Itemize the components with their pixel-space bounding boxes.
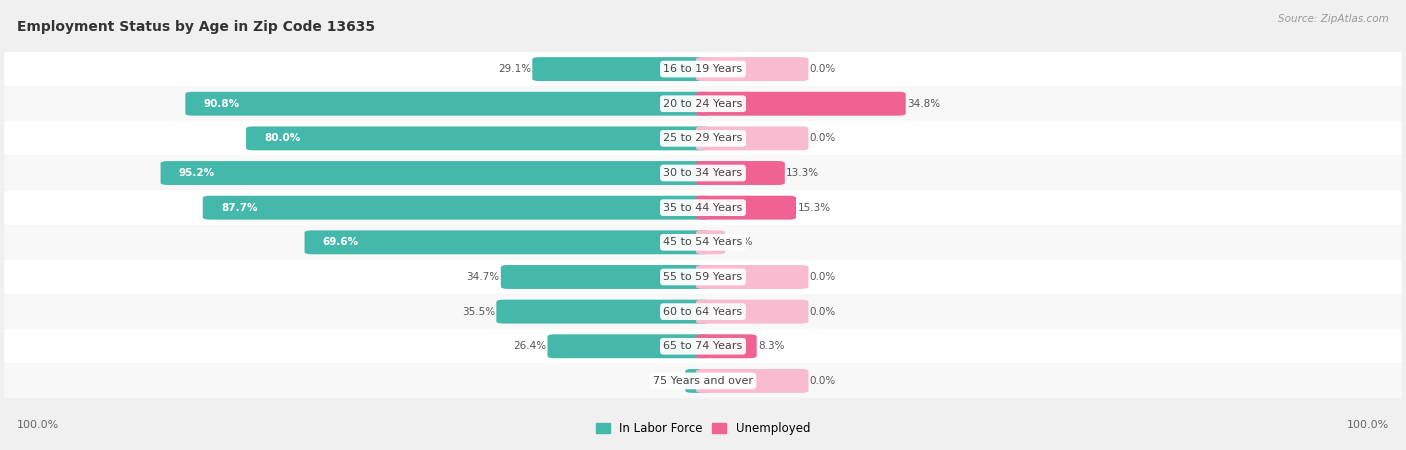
FancyBboxPatch shape bbox=[696, 92, 905, 116]
Text: 55 to 59 Years: 55 to 59 Years bbox=[664, 272, 742, 282]
Text: 100.0%: 100.0% bbox=[1347, 420, 1389, 430]
Text: 65 to 74 Years: 65 to 74 Years bbox=[664, 341, 742, 351]
FancyBboxPatch shape bbox=[696, 196, 796, 220]
FancyBboxPatch shape bbox=[4, 364, 1402, 398]
FancyBboxPatch shape bbox=[246, 126, 710, 150]
Text: 20 to 24 Years: 20 to 24 Years bbox=[664, 99, 742, 109]
Text: 35 to 44 Years: 35 to 44 Years bbox=[664, 202, 742, 213]
Text: 1.9%: 1.9% bbox=[658, 376, 683, 386]
FancyBboxPatch shape bbox=[160, 161, 710, 185]
FancyBboxPatch shape bbox=[696, 369, 808, 393]
Text: 0.0%: 0.0% bbox=[810, 133, 837, 144]
Text: 90.8%: 90.8% bbox=[204, 99, 239, 109]
FancyBboxPatch shape bbox=[696, 126, 808, 150]
FancyBboxPatch shape bbox=[696, 161, 785, 185]
FancyBboxPatch shape bbox=[696, 57, 808, 81]
Text: 34.7%: 34.7% bbox=[467, 272, 499, 282]
FancyBboxPatch shape bbox=[4, 156, 1402, 190]
FancyBboxPatch shape bbox=[4, 260, 1402, 294]
Text: 45 to 54 Years: 45 to 54 Years bbox=[664, 237, 742, 248]
Text: 87.7%: 87.7% bbox=[221, 202, 257, 213]
FancyBboxPatch shape bbox=[4, 294, 1402, 329]
FancyBboxPatch shape bbox=[696, 230, 725, 254]
Text: 75 Years and over: 75 Years and over bbox=[652, 376, 754, 386]
Text: 30 to 34 Years: 30 to 34 Years bbox=[664, 168, 742, 178]
FancyBboxPatch shape bbox=[696, 334, 756, 358]
FancyBboxPatch shape bbox=[4, 52, 1402, 86]
Text: 25 to 29 Years: 25 to 29 Years bbox=[664, 133, 742, 144]
Text: 69.6%: 69.6% bbox=[323, 237, 359, 248]
Text: 0.0%: 0.0% bbox=[810, 64, 837, 74]
Text: 100.0%: 100.0% bbox=[17, 420, 59, 430]
Text: 29.1%: 29.1% bbox=[498, 64, 531, 74]
FancyBboxPatch shape bbox=[186, 92, 710, 116]
Text: 0.0%: 0.0% bbox=[810, 272, 837, 282]
FancyBboxPatch shape bbox=[4, 225, 1402, 260]
Text: 8.3%: 8.3% bbox=[758, 341, 785, 351]
Text: 13.3%: 13.3% bbox=[786, 168, 820, 178]
Text: 0.0%: 0.0% bbox=[810, 376, 837, 386]
Text: 2.7%: 2.7% bbox=[727, 237, 754, 248]
Text: 34.8%: 34.8% bbox=[907, 99, 941, 109]
FancyBboxPatch shape bbox=[533, 57, 710, 81]
FancyBboxPatch shape bbox=[4, 121, 1402, 156]
Text: Employment Status by Age in Zip Code 13635: Employment Status by Age in Zip Code 136… bbox=[17, 20, 375, 34]
FancyBboxPatch shape bbox=[202, 196, 710, 220]
FancyBboxPatch shape bbox=[696, 300, 808, 324]
FancyBboxPatch shape bbox=[4, 329, 1402, 364]
Text: 80.0%: 80.0% bbox=[264, 133, 301, 144]
FancyBboxPatch shape bbox=[4, 86, 1402, 121]
FancyBboxPatch shape bbox=[547, 334, 710, 358]
FancyBboxPatch shape bbox=[501, 265, 710, 289]
Legend: In Labor Force, Unemployed: In Labor Force, Unemployed bbox=[591, 417, 815, 440]
Text: 95.2%: 95.2% bbox=[179, 168, 215, 178]
FancyBboxPatch shape bbox=[685, 369, 710, 393]
Text: 35.5%: 35.5% bbox=[461, 306, 495, 317]
Text: 15.3%: 15.3% bbox=[797, 202, 831, 213]
Text: 60 to 64 Years: 60 to 64 Years bbox=[664, 306, 742, 317]
FancyBboxPatch shape bbox=[696, 265, 808, 289]
FancyBboxPatch shape bbox=[4, 190, 1402, 225]
FancyBboxPatch shape bbox=[305, 230, 710, 254]
FancyBboxPatch shape bbox=[496, 300, 710, 324]
Text: 26.4%: 26.4% bbox=[513, 341, 546, 351]
Text: 16 to 19 Years: 16 to 19 Years bbox=[664, 64, 742, 74]
Text: Source: ZipAtlas.com: Source: ZipAtlas.com bbox=[1278, 14, 1389, 24]
Text: 0.0%: 0.0% bbox=[810, 306, 837, 317]
